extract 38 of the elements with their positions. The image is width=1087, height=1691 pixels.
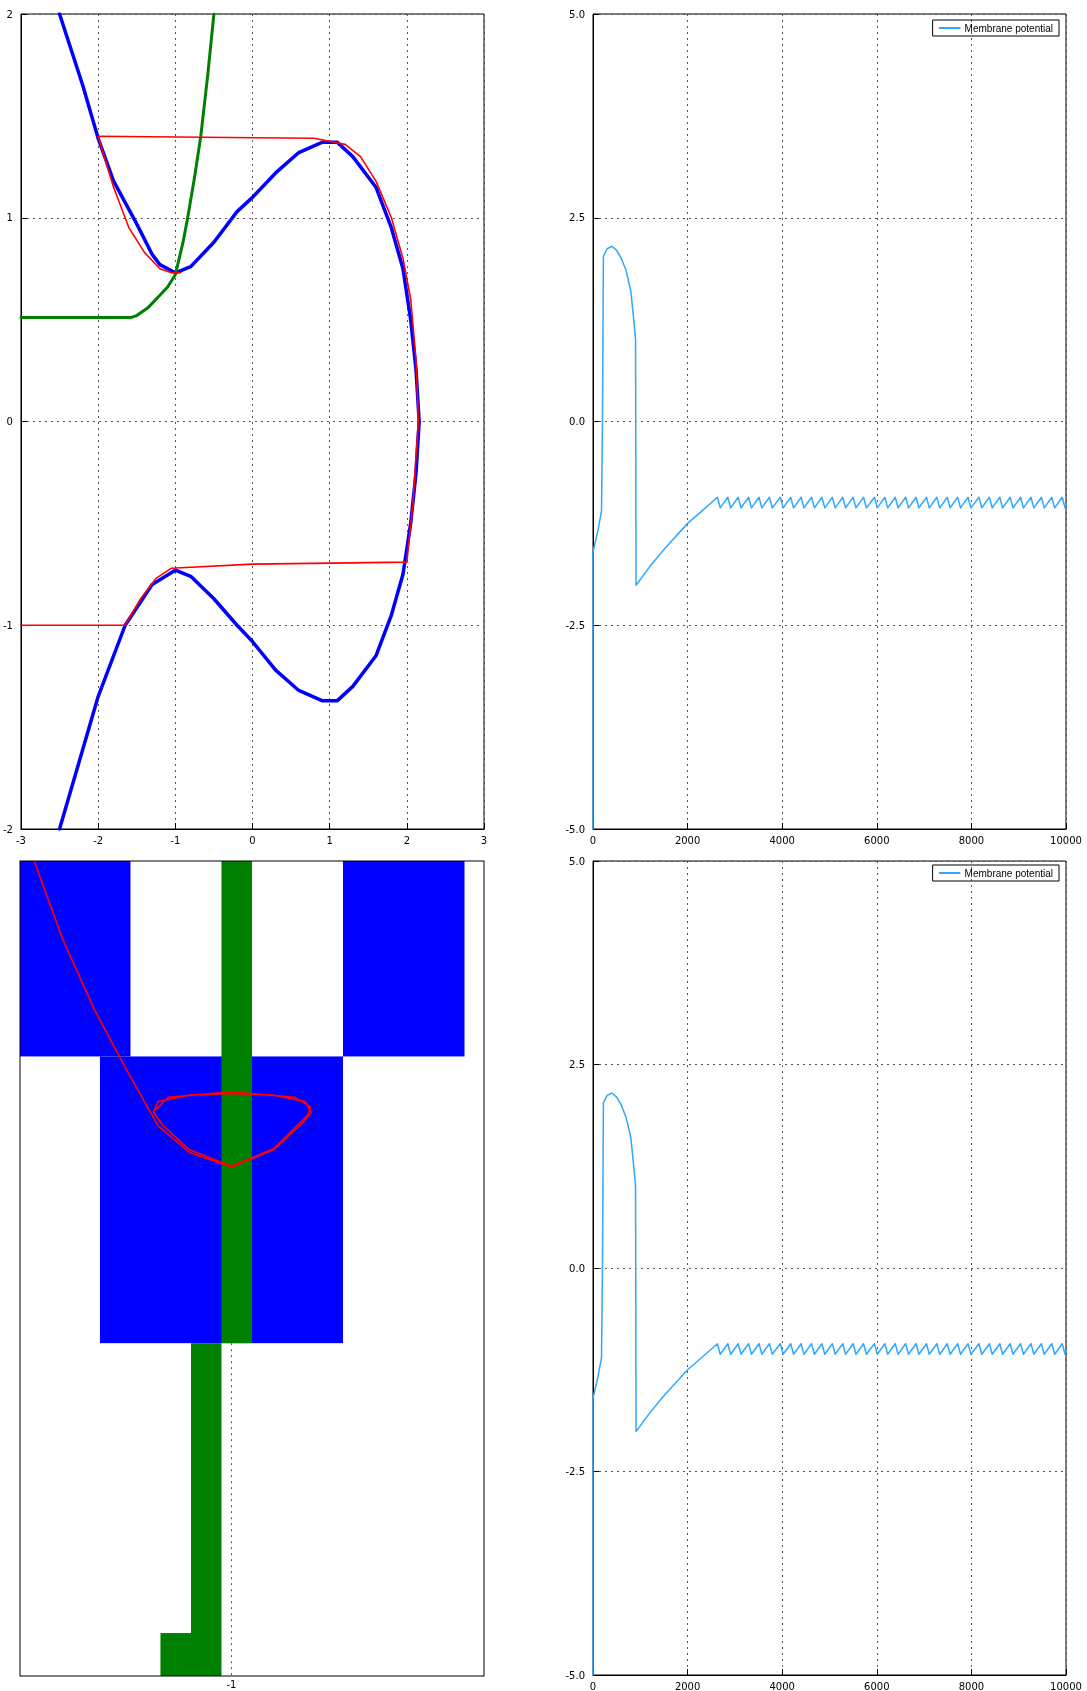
- x-tick-label: 0: [249, 834, 256, 846]
- y-tick-label: 2.5: [569, 1059, 585, 1070]
- x-tick-label: 0: [589, 1680, 597, 1691]
- x-tick-label: 6000: [864, 834, 890, 846]
- y-tick-label: -5.0: [565, 823, 585, 835]
- x-tick-label: 3: [480, 834, 488, 846]
- y-tick-label: 0: [6, 416, 13, 427]
- x-tick-label: 10000: [1050, 1680, 1082, 1691]
- x-tick-label: -3: [15, 834, 26, 846]
- x-tick-label: 4000: [769, 1680, 795, 1691]
- x-tick-label: 6000: [864, 1680, 890, 1691]
- x-tick-label: 2000: [674, 1680, 701, 1691]
- x-tick-label: 4000: [769, 834, 795, 846]
- y-tick-label: -2: [2, 823, 13, 835]
- x-tick-label: -1: [170, 834, 181, 846]
- y-tick-label: 0.0: [569, 416, 585, 427]
- legend-label: Membrane potential: [964, 22, 1054, 34]
- y-tick-label: 2.5: [569, 212, 585, 224]
- y-tick-label: -1: [2, 619, 13, 631]
- x-tick-label: 10000: [1050, 834, 1082, 846]
- y-tick-label: -5.0: [565, 1669, 585, 1681]
- x-tick-label: -2: [93, 834, 104, 846]
- y-tick-label: -2.5: [565, 619, 585, 631]
- y-tick-label: 0.0: [569, 1262, 585, 1274]
- x-tick-label: 2000: [674, 834, 701, 846]
- x-tick-label: 8000: [958, 834, 985, 846]
- y-tick-label: 1: [6, 212, 13, 224]
- y-tick-label: 5.0: [569, 8, 585, 20]
- line-series: [19, 12, 216, 320]
- line-series: [20, 135, 420, 627]
- x-tick-label: 2: [403, 834, 411, 846]
- y-tick-label: 5.0: [569, 855, 585, 867]
- legend-label: Membrane potential: [964, 867, 1054, 879]
- y-tick-label: -2.5: [565, 1466, 585, 1477]
- x-tick-label: 1: [326, 834, 333, 846]
- x-tick-label: 8000: [958, 1680, 985, 1691]
- y-tick-label: 2: [6, 8, 13, 20]
- x-tick-label: 0: [589, 834, 597, 846]
